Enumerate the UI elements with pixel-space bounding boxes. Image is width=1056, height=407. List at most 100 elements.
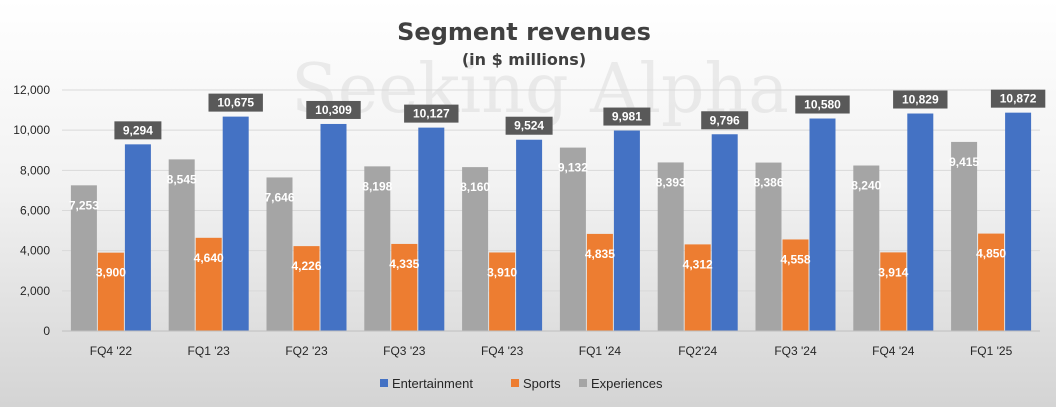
- x-tick-label: FQ1 '24: [579, 344, 622, 358]
- data-label-sports: 4,835: [585, 247, 615, 261]
- data-label-sports: 4,312: [683, 257, 713, 271]
- bar-entertainment: [222, 116, 249, 332]
- bar-entertainment: [809, 118, 836, 331]
- data-label-entertainment: 10,309: [315, 103, 352, 117]
- bar-sports: [293, 246, 320, 331]
- data-label-entertainment: 10,127: [413, 107, 450, 121]
- data-label-box: [893, 90, 948, 109]
- y-tick-label: 6,000: [20, 204, 50, 218]
- data-label-box: [795, 95, 850, 114]
- data-label-sports: 4,640: [194, 251, 224, 265]
- x-tick-label: FQ4 '23: [481, 344, 524, 358]
- bar-sports: [391, 243, 418, 331]
- data-label-experiences: 8,393: [656, 175, 686, 189]
- legend-swatch-sports: [511, 379, 519, 387]
- data-label-entertainment: 9,524: [514, 119, 544, 133]
- data-label-box: [208, 93, 263, 112]
- bar-experiences: [559, 147, 586, 331]
- data-label-entertainment: 10,675: [217, 96, 254, 110]
- data-label-entertainment: 10,872: [1000, 92, 1037, 106]
- data-label-box: [404, 104, 459, 123]
- y-tick-label: 2,000: [20, 284, 50, 298]
- bar-entertainment: [613, 130, 640, 331]
- data-label-sports: 4,335: [389, 257, 419, 271]
- y-axis: 0 2,000 4,000 6,000 8,000 10,000 12,000: [13, 83, 50, 338]
- data-label-box: [505, 116, 553, 135]
- y-tick-label: 10,000: [13, 123, 50, 137]
- bar-entertainment: [418, 127, 445, 331]
- data-label-entertainment: 10,829: [902, 93, 939, 107]
- data-label-experiences: 8,545: [167, 172, 197, 186]
- x-tick-label: FQ3 '24: [774, 344, 817, 358]
- data-label-entertainment: 10,580: [804, 98, 841, 112]
- legend-label-sports: Sports: [523, 376, 561, 391]
- data-label-experiences: 7,646: [264, 190, 294, 204]
- y-tick-label: 0: [43, 324, 50, 338]
- data-label-box: [701, 111, 749, 130]
- legend-swatch-entertainment: [380, 379, 388, 387]
- y-tick-label: 8,000: [20, 163, 50, 177]
- bar-sports: [489, 252, 516, 331]
- bar-sports: [684, 244, 711, 331]
- bar-entertainment: [516, 139, 543, 331]
- x-tick-label: FQ4 '24: [872, 344, 915, 358]
- legend-label-experiences: Experiences: [591, 376, 663, 391]
- bar-experiences: [462, 167, 489, 331]
- bar-sports: [195, 237, 222, 331]
- bar-sports: [880, 252, 907, 331]
- x-tick-label: FQ2'24: [678, 344, 717, 358]
- data-labels: 7,253 3,900 9,294 8,545 4,640 10,675 7,646 4,22…: [69, 89, 1046, 280]
- data-label-box: [603, 107, 651, 126]
- data-label-entertainment: 9,294: [123, 123, 153, 137]
- bar-entertainment: [320, 123, 347, 332]
- x-tick-label: FQ1 '23: [188, 344, 231, 358]
- data-label-box: [990, 89, 1046, 108]
- data-label-sports: 4,558: [780, 252, 810, 266]
- data-label-sports: 4,850: [976, 247, 1006, 261]
- bar-experiences: [853, 165, 880, 331]
- bar-experiences: [70, 185, 97, 331]
- y-tick-label: 4,000: [20, 244, 50, 258]
- bar-experiences: [951, 141, 978, 331]
- data-label-experiences: 8,240: [851, 179, 881, 193]
- bar-sports: [97, 252, 124, 331]
- bar-experiences: [364, 166, 391, 331]
- bars: [70, 112, 1032, 332]
- bar-entertainment: [1005, 112, 1032, 332]
- data-label-experiences: 9,132: [558, 161, 588, 175]
- bar-experiences: [657, 162, 684, 331]
- data-label-experiences: 8,160: [460, 180, 490, 194]
- data-label-experiences: 9,415: [949, 155, 979, 169]
- bar-entertainment: [907, 113, 934, 332]
- data-label-sports: 3,910: [487, 265, 517, 279]
- bar-experiences: [168, 159, 195, 331]
- x-tick-label: FQ3 '23: [383, 344, 426, 358]
- bar-sports: [782, 239, 809, 331]
- chart-title: Segment revenues: [397, 18, 651, 46]
- chart-subtitle: (in $ millions): [462, 50, 586, 69]
- bar-sports: [978, 233, 1005, 331]
- y-tick-label: 12,000: [13, 83, 50, 97]
- data-label-entertainment: 9,796: [710, 113, 740, 127]
- x-tick-label: FQ4 '22: [90, 344, 133, 358]
- bar-entertainment: [711, 134, 738, 331]
- data-label-experiences: 8,386: [753, 176, 783, 190]
- x-tick-label: FQ1 '25: [970, 344, 1013, 358]
- data-label-entertainment: 9,981: [612, 110, 642, 124]
- data-label-sports: 4,226: [291, 259, 321, 273]
- bar-entertainment: [124, 144, 151, 331]
- data-label-sports: 3,900: [96, 266, 126, 280]
- legend-swatch-experiences: [579, 379, 587, 387]
- x-tick-label: FQ2 '23: [285, 344, 328, 358]
- data-label-experiences: 8,198: [362, 179, 392, 193]
- data-label-sports: 3,914: [878, 265, 908, 279]
- data-label-experiences: 7,253: [69, 198, 99, 212]
- bar-experiences: [266, 177, 293, 331]
- bar-sports: [586, 233, 613, 331]
- legend-label-entertainment: Entertainment: [392, 376, 473, 391]
- bar-experiences: [755, 162, 782, 331]
- data-label-box: [114, 121, 162, 140]
- x-axis: FQ4 '22 FQ1 '23 FQ2 '23 FQ3 '23 FQ4 '23 FQ1 '…: [62, 330, 1040, 358]
